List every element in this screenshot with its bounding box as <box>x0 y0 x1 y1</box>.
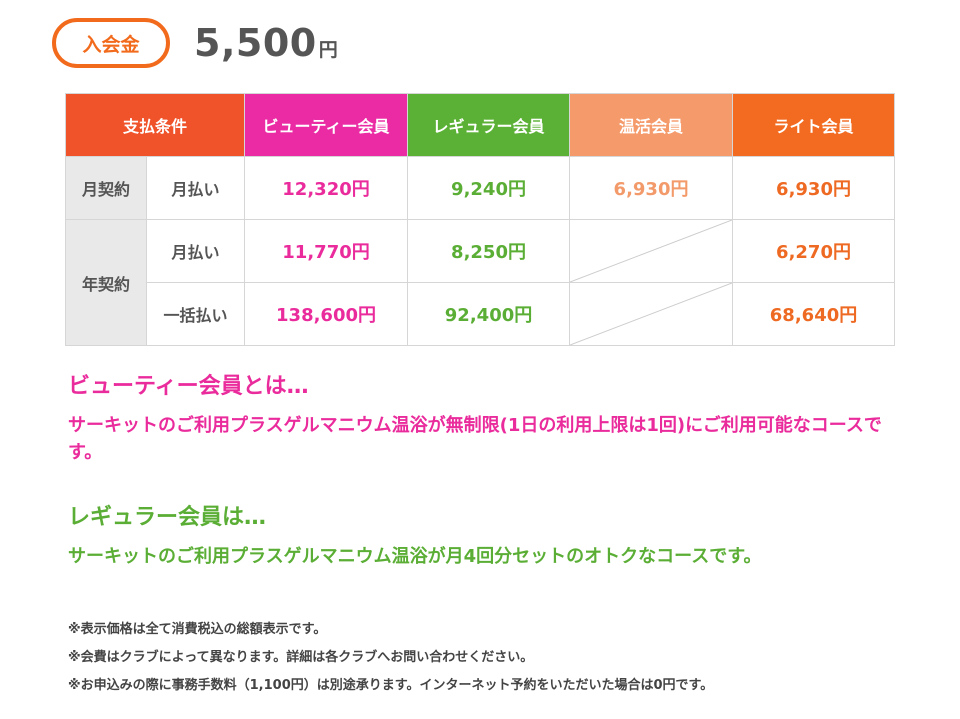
price-beauty-annual-monthly: 11,770円 <box>244 219 409 283</box>
diagonal-slash-icon <box>570 220 732 282</box>
note-admin-fee: ※お申込みの際に事務手数料（1,100円）は別途承ります。インターネット予約をい… <box>68 678 714 693</box>
table-row-annual-lump: 一括払い 138,600円 92,400円 68,640円 <box>66 282 896 346</box>
label-annual-monthly-payment: 月払い <box>145 219 246 283</box>
price-light-monthly-contract: 6,930円 <box>732 156 896 220</box>
price-regular-annual-lump: 92,400円 <box>407 282 571 346</box>
table-header-row: 支払条件 ビューティー会員 レギュラー会員 温活会員 ライト会員 <box>64 93 896 157</box>
beauty-description: ビューティー会員とは… サーキットのご利用プラスゲルマニウム温浴が無制限(1日の… <box>68 372 898 466</box>
price-table: 支払条件 ビューティー会員 レギュラー会員 温活会員 ライト会員 月契約 月払い… <box>64 93 896 346</box>
entrance-fee: 入会金 5,500 円 <box>52 14 338 72</box>
beauty-description-title: ビューティー会員とは… <box>68 374 309 399</box>
regular-description-title: レギュラー会員は… <box>68 505 267 530</box>
price-light-annual-monthly: 6,270円 <box>732 219 896 283</box>
not-available-cell <box>569 282 734 346</box>
label-lump-sum-payment: 一括払い <box>145 282 246 346</box>
header-beauty-member: ビューティー会員 <box>244 93 409 157</box>
header-light-member: ライト会員 <box>732 93 896 157</box>
table-row-annual-monthly: 年契約 月払い 11,770円 8,250円 6,270円 <box>65 219 896 346</box>
header-regular-member: レギュラー会員 <box>407 93 571 157</box>
price-regular-annual-monthly: 8,250円 <box>407 219 571 283</box>
entrance-fee-unit: 円 <box>318 39 339 61</box>
entrance-fee-amount: 5,500 円 <box>194 21 338 65</box>
label-annual-contract: 年契約 <box>65 219 147 346</box>
entrance-fee-badge: 入会金 <box>52 18 170 68</box>
price-beauty-annual-lump: 138,600円 <box>244 282 409 346</box>
regular-description-text: サーキットのご利用プラスゲルマニウム温浴が月4回分セットのオトクなコースです。 <box>68 546 762 567</box>
not-available-cell <box>569 219 734 283</box>
header-payment-condition: 支払条件 <box>64 93 246 157</box>
price-regular-monthly-contract: 9,240円 <box>407 156 571 220</box>
label-monthly-contract: 月契約 <box>65 156 147 220</box>
price-onkatsu-monthly-contract: 6,930円 <box>569 156 734 220</box>
entrance-fee-value: 5,500 <box>194 21 317 65</box>
note-fee-varies: ※会費はクラブによって異なります。詳細は各クラブへお問い合わせください。 <box>68 650 534 665</box>
price-light-annual-lump: 68,640円 <box>732 282 896 346</box>
note-tax: ※表示価格は全て消費税込の総額表示です。 <box>68 622 327 637</box>
beauty-description-text: サーキットのご利用プラスゲルマニウム温浴が無制限(1日の利用上限は1回)にご利用… <box>68 415 882 463</box>
regular-description: レギュラー会員は… サーキットのご利用プラスゲルマニウム温浴が月4回分セットのオ… <box>68 503 898 570</box>
price-beauty-monthly-contract: 12,320円 <box>244 156 409 220</box>
table-row-monthly-contract: 月契約 月払い 12,320円 9,240円 6,930円 6,930円 <box>65 156 896 220</box>
notes: ※表示価格は全て消費税込の総額表示です。 ※会費はクラブによって異なります。詳細… <box>68 616 713 700</box>
header-onkatsu-member: 温活会員 <box>569 93 734 157</box>
label-monthly-payment: 月払い <box>145 156 246 220</box>
diagonal-slash-icon <box>570 283 732 345</box>
